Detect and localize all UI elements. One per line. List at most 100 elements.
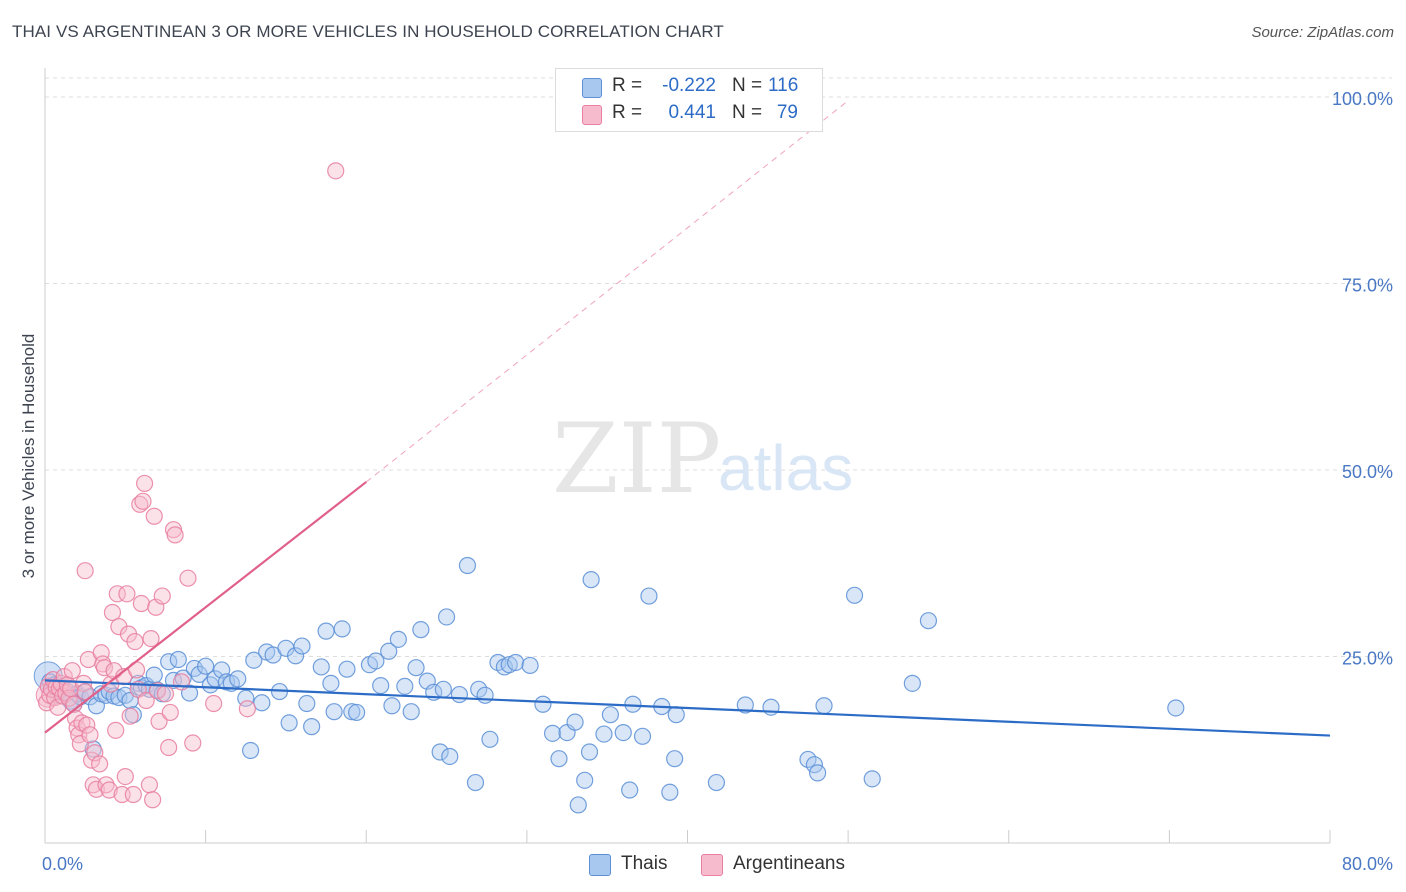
thais-points — [33, 556, 1185, 814]
legend-r-label: R = — [612, 75, 643, 96]
argentineans-point — [107, 721, 125, 739]
thais-point — [580, 743, 599, 761]
thais-point — [245, 651, 263, 669]
argentineans-point — [156, 685, 175, 703]
argentineans-point — [153, 587, 171, 605]
argentineans-point — [135, 474, 154, 493]
argentineans-point — [238, 700, 256, 718]
thais-point — [569, 796, 587, 814]
thais-point — [919, 612, 938, 630]
axis-layer — [44, 68, 1331, 844]
argentineans-point — [166, 526, 184, 544]
x-tick-label-max: 80.0% — [1342, 854, 1393, 874]
thais-point — [412, 621, 430, 639]
argentineans-point — [108, 585, 126, 603]
thais-point — [197, 657, 215, 675]
argentineans-points — [35, 162, 345, 809]
series-legend: Thais Argentineans — [0, 852, 1406, 878]
thais-point — [507, 653, 525, 672]
thais-trend-line — [44, 679, 1331, 737]
argentineans-point — [137, 691, 155, 710]
thais-point — [470, 680, 488, 698]
thais-point — [110, 688, 128, 707]
thais-point — [383, 697, 401, 715]
thais-point — [903, 674, 921, 692]
thais-point — [348, 703, 366, 722]
argentineans-point — [132, 594, 150, 613]
thais-point — [317, 622, 335, 640]
y-tick-label: 25.0% — [1342, 649, 1393, 669]
thais-swatch — [582, 78, 602, 98]
thais-point — [595, 725, 613, 743]
legend-row-thais: R = -0.222 N = 116 — [556, 73, 822, 101]
argentineans-point — [161, 703, 179, 722]
thais-point — [396, 677, 414, 695]
thais-point — [458, 556, 477, 575]
thais-point — [1167, 699, 1185, 717]
legend-label-argentineans: Argentineans — [733, 853, 845, 874]
thais-point — [624, 695, 642, 713]
argentineans-point — [91, 755, 109, 773]
argentineans-point — [63, 662, 81, 680]
thais-point — [450, 685, 469, 704]
argentineans-point — [140, 776, 159, 794]
thais-point — [145, 666, 163, 684]
thais-point — [534, 695, 552, 713]
argentineans-point — [327, 162, 345, 180]
thais-point — [476, 686, 494, 704]
argentineans-point — [150, 712, 168, 731]
argentineans-point — [160, 738, 178, 757]
thais-point — [621, 781, 639, 799]
thais-point — [500, 656, 518, 674]
argentineans-point — [76, 682, 94, 701]
argentineans-point — [142, 629, 160, 648]
watermark-atlas: atlas — [718, 432, 853, 504]
thais-point — [322, 674, 340, 692]
thais-point — [298, 694, 316, 713]
grid-layer — [45, 77, 1392, 657]
thais-point — [521, 656, 539, 675]
thais-point — [736, 696, 754, 714]
legend-n-value: 79 — [776, 102, 798, 123]
thais-point — [286, 647, 305, 665]
argentineans-point — [144, 791, 162, 809]
thais-point — [815, 697, 833, 715]
argentineans-point — [145, 507, 163, 525]
thais-point — [666, 750, 684, 768]
thais-point — [293, 637, 311, 655]
thais-point — [601, 706, 620, 724]
chart-title: THAI VS ARGENTINEAN 3 OR MORE VEHICLES I… — [12, 22, 724, 41]
thais-point — [280, 714, 298, 732]
thais-point — [633, 727, 652, 745]
thais-point — [566, 713, 584, 731]
argentineans-point — [134, 492, 152, 510]
argentineans-point — [116, 768, 134, 786]
thais-point — [343, 703, 361, 721]
legend-n-label: N = — [732, 102, 763, 123]
y-tick-label: 75.0% — [1342, 276, 1393, 296]
thais-point — [380, 642, 398, 660]
argentineans-point — [131, 495, 149, 513]
thais-point — [543, 724, 562, 742]
thais-point — [707, 773, 726, 792]
argentineans-trend-line — [44, 481, 367, 734]
x-tick-label-min: 0.0% — [42, 854, 83, 874]
argentineans-point — [87, 780, 106, 798]
thais-point — [431, 743, 449, 761]
thais-point — [402, 703, 420, 721]
correlation-legend: R = -0.222 N = 116 R = 0.441 N = 79 — [555, 68, 823, 132]
thais-point — [303, 718, 321, 736]
trend-lines — [44, 100, 1331, 737]
argentineans-point — [124, 785, 142, 804]
legend-n-value: 116 — [768, 75, 799, 96]
argentineans-point — [184, 734, 202, 752]
thais-point — [242, 741, 260, 760]
argentineans-swatch — [582, 105, 602, 125]
thais-point — [640, 587, 658, 605]
thais-swatch — [589, 854, 611, 876]
argentineans-point — [103, 603, 122, 622]
thais-point — [372, 676, 390, 695]
legend-r-value: 0.441 — [668, 102, 716, 123]
argentineans-point — [121, 707, 139, 725]
